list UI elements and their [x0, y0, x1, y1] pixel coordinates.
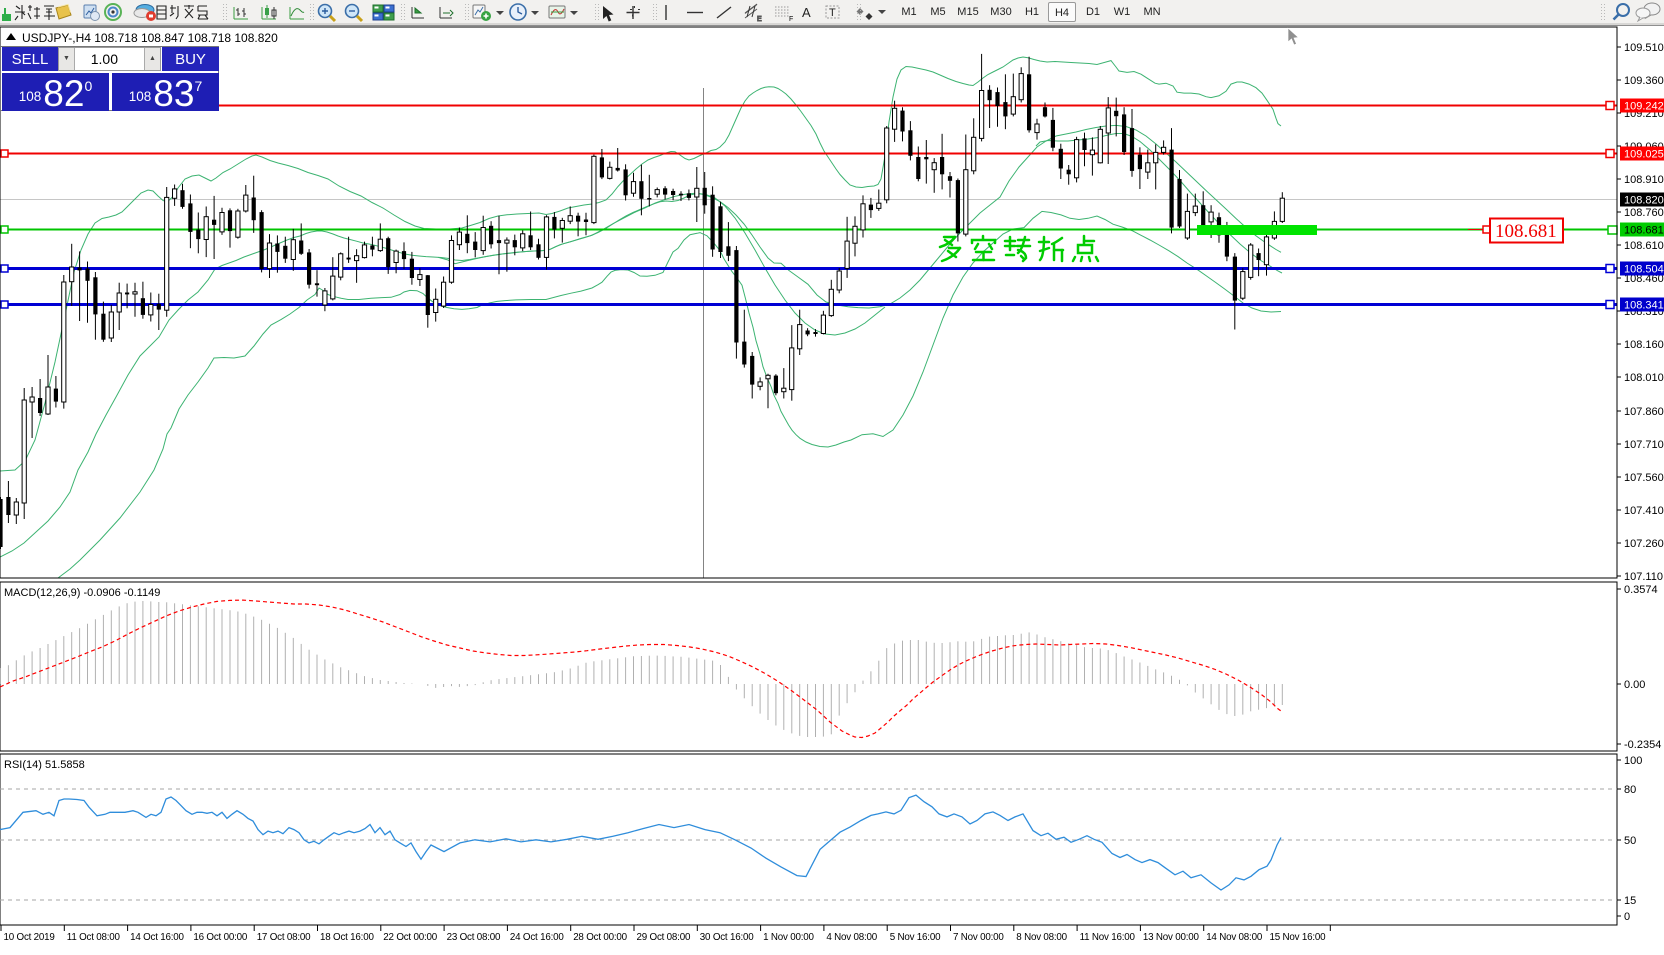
svg-text:7 Nov 00:00: 7 Nov 00:00: [953, 932, 1004, 943]
svg-text:108.681: 108.681: [1495, 221, 1557, 242]
svg-text:80: 80: [1624, 784, 1636, 796]
svg-text:MACD(12,26,9) -0.0906 -0.1149: MACD(12,26,9) -0.0906 -0.1149: [4, 587, 160, 599]
svg-text:16 Oct 00:00: 16 Oct 00:00: [193, 932, 247, 943]
svg-text:50: 50: [1624, 835, 1636, 847]
svg-text:15: 15: [1624, 895, 1636, 907]
svg-text:15 Nov 16:00: 15 Nov 16:00: [1270, 932, 1327, 943]
svg-text:107.260: 107.260: [1624, 538, 1664, 550]
svg-text:A: A: [802, 5, 811, 20]
svg-text:109.242: 109.242: [1624, 101, 1664, 113]
svg-text:11 Oct 08:00: 11 Oct 08:00: [67, 932, 121, 943]
svg-text:108.610: 108.610: [1624, 240, 1664, 252]
svg-text:108.681: 108.681: [1624, 225, 1664, 237]
svg-text:30 Oct 16:00: 30 Oct 16:00: [700, 932, 754, 943]
svg-text:11 Nov 16:00: 11 Nov 16:00: [1080, 932, 1136, 943]
svg-text:108.341: 108.341: [1624, 300, 1664, 312]
svg-text:14 Oct 16:00: 14 Oct 16:00: [130, 932, 184, 943]
svg-text:28 Oct 00:00: 28 Oct 00:00: [573, 932, 627, 943]
svg-text:109.025: 109.025: [1624, 149, 1664, 161]
svg-text:0.3574: 0.3574: [1624, 584, 1658, 596]
svg-text:107.410: 107.410: [1624, 505, 1664, 517]
svg-text:107.560: 107.560: [1624, 472, 1664, 484]
svg-text:107.710: 107.710: [1624, 439, 1664, 451]
svg-text:108.010: 108.010: [1624, 372, 1664, 384]
svg-text:E: E: [757, 16, 762, 23]
svg-text:108.460: 108.460: [1624, 273, 1664, 285]
svg-text:4 Nov 08:00: 4 Nov 08:00: [826, 932, 877, 943]
svg-text:29 Oct 08:00: 29 Oct 08:00: [637, 932, 691, 943]
svg-text:108.820: 108.820: [1624, 195, 1664, 207]
svg-text:108.910: 108.910: [1624, 174, 1664, 186]
svg-text:18 Oct 16:00: 18 Oct 16:00: [320, 932, 374, 943]
svg-text:24 Oct 16:00: 24 Oct 16:00: [510, 932, 564, 943]
svg-text:5 Nov 16:00: 5 Nov 16:00: [890, 932, 941, 943]
svg-text:100: 100: [1624, 755, 1642, 767]
svg-text:F: F: [789, 16, 793, 23]
svg-text:14 Nov 08:00: 14 Nov 08:00: [1206, 932, 1263, 943]
svg-text:T: T: [829, 7, 836, 19]
svg-text:13 Nov 00:00: 13 Nov 00:00: [1143, 932, 1200, 943]
svg-text:17 Oct 08:00: 17 Oct 08:00: [257, 932, 311, 943]
svg-text:RSI(14) 51.5858: RSI(14) 51.5858: [4, 759, 85, 771]
svg-text:107.860: 107.860: [1624, 406, 1664, 418]
svg-text:107.110: 107.110: [1624, 571, 1663, 583]
svg-text:109.360: 109.360: [1624, 75, 1664, 87]
svg-text:0.00: 0.00: [1624, 679, 1645, 691]
svg-text:0: 0: [1624, 911, 1630, 923]
svg-text:108.504: 108.504: [1624, 264, 1664, 276]
svg-text:108.160: 108.160: [1624, 339, 1664, 351]
svg-text:10 Oct 2019: 10 Oct 2019: [4, 932, 55, 943]
svg-text:23 Oct 08:00: 23 Oct 08:00: [447, 932, 501, 943]
svg-text:108.760: 108.760: [1624, 207, 1664, 219]
svg-text:1 Nov 00:00: 1 Nov 00:00: [763, 932, 814, 943]
svg-text:USDJPY-,H4 108.718 108.847 10: USDJPY-,H4 108.718 108.847 108.718 108.8…: [22, 31, 278, 45]
svg-text:22 Oct 00:00: 22 Oct 00:00: [383, 932, 437, 943]
svg-text:8 Nov 08:00: 8 Nov 08:00: [1016, 932, 1067, 943]
svg-text:109.510: 109.510: [1624, 42, 1664, 54]
svg-text:-0.2354: -0.2354: [1624, 739, 1661, 751]
